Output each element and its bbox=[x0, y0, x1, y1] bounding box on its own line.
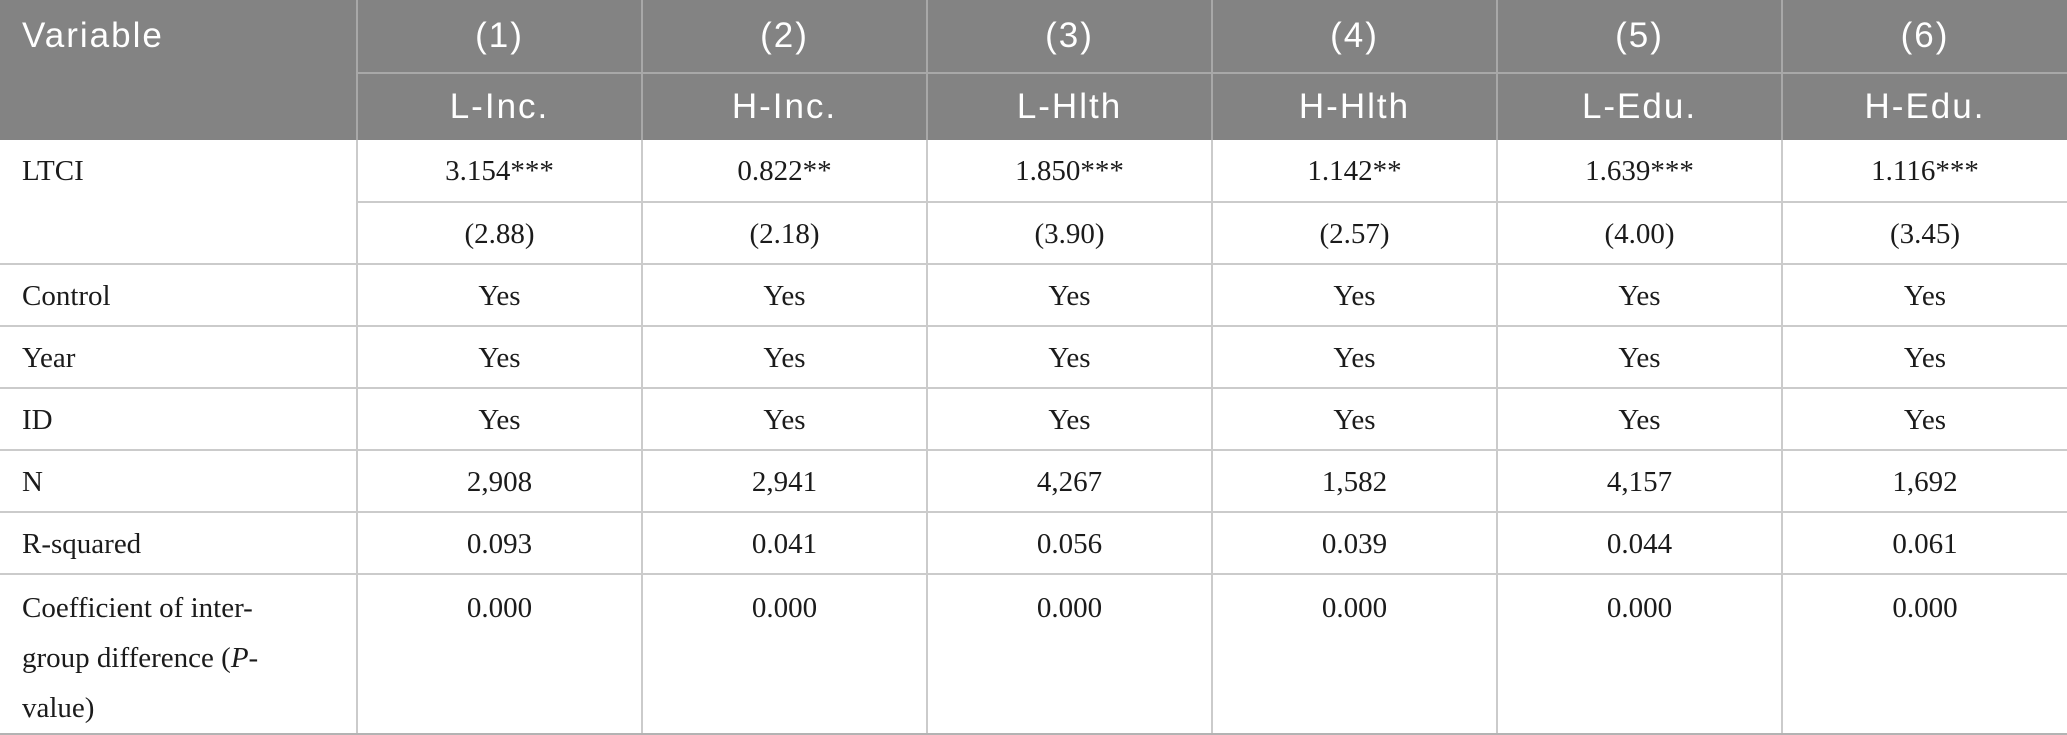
cell-ltci-coef-6: 1.116*** bbox=[1781, 140, 2067, 202]
cell-year-6: Yes bbox=[1781, 325, 2067, 388]
column-header-group-h-edu: H-Edu. bbox=[1781, 73, 2067, 140]
row-r-squared: R-squared 0.093 0.041 0.056 0.039 0.044 … bbox=[0, 511, 2067, 574]
column-header-group-h-hlth: H-Hlth bbox=[1211, 73, 1497, 140]
column-header-group-l-hlth: L-Hlth bbox=[926, 73, 1212, 140]
table-header: Variable (1) (2) (3) (4) (5) (6) L-Inc. … bbox=[0, 0, 2067, 140]
intergroup-label-italic-p: P bbox=[230, 642, 249, 674]
cell-rsq-1: 0.093 bbox=[356, 511, 642, 574]
row-intergroup-difference: Coefficient of inter-group difference (P… bbox=[0, 573, 2067, 735]
cell-ltci-tstat-4: (2.57) bbox=[1211, 201, 1497, 264]
column-header-variable: Variable bbox=[0, 0, 357, 140]
row-n: N 2,908 2,941 4,267 1,582 4,157 1,692 bbox=[0, 449, 2067, 512]
cell-n-1: 2,908 bbox=[356, 449, 642, 512]
cell-n-6: 1,692 bbox=[1781, 449, 2067, 512]
column-header-group-l-inc: L-Inc. bbox=[356, 73, 642, 140]
cell-control-5: Yes bbox=[1496, 263, 1782, 326]
cell-rsq-6: 0.061 bbox=[1781, 511, 2067, 574]
cell-intergroup-4: 0.000 bbox=[1211, 573, 1497, 735]
table-body: LTCI 3.154*** 0.822** 1.850*** 1.142** 1… bbox=[0, 140, 2067, 735]
intergroup-label-text-end: -value) bbox=[22, 642, 259, 724]
cell-ltci-coef-5: 1.639*** bbox=[1496, 140, 1782, 202]
cell-ltci-tstat-1: (2.88) bbox=[356, 201, 642, 264]
cell-n-3: 4,267 bbox=[926, 449, 1212, 512]
cell-year-5: Yes bbox=[1496, 325, 1782, 388]
cell-ltci-tstat-5: (4.00) bbox=[1496, 201, 1782, 264]
row-year: Year Yes Yes Yes Yes Yes Yes bbox=[0, 325, 2067, 388]
cell-control-6: Yes bbox=[1781, 263, 2067, 326]
row-label-id: ID bbox=[0, 387, 357, 450]
cell-control-4: Yes bbox=[1211, 263, 1497, 326]
cell-rsq-5: 0.044 bbox=[1496, 511, 1782, 574]
cell-ltci-tstat-3: (3.90) bbox=[926, 201, 1212, 264]
cell-control-2: Yes bbox=[641, 263, 927, 326]
cell-intergroup-1: 0.000 bbox=[356, 573, 642, 735]
column-header-model-6: (6) bbox=[1781, 0, 2067, 74]
header-row-model-numbers: Variable (1) (2) (3) (4) (5) (6) bbox=[0, 0, 2067, 140]
cell-ltci-coef-2: 0.822** bbox=[641, 140, 927, 202]
row-ltci-tstats: (2.88) (2.18) (3.90) (2.57) (4.00) (3.45… bbox=[0, 201, 2067, 264]
cell-intergroup-3: 0.000 bbox=[926, 573, 1212, 735]
header-row-group-labels: L-Inc. H-Inc. L-Hlth H-Hlth L-Edu. H-Edu… bbox=[0, 73, 2067, 140]
row-label-intergroup-difference: Coefficient of inter-group difference (P… bbox=[0, 573, 357, 735]
cell-intergroup-5: 0.000 bbox=[1496, 573, 1782, 735]
column-header-model-2: (2) bbox=[641, 0, 927, 74]
column-header-group-l-edu: L-Edu. bbox=[1496, 73, 1782, 140]
cell-ltci-tstat-6: (3.45) bbox=[1781, 201, 2067, 264]
cell-n-2: 2,941 bbox=[641, 449, 927, 512]
cell-ltci-coef-3: 1.850*** bbox=[926, 140, 1212, 202]
row-label-ltci: LTCI bbox=[22, 155, 84, 187]
column-header-model-1: (1) bbox=[356, 0, 642, 74]
row-id: ID Yes Yes Yes Yes Yes Yes bbox=[0, 387, 2067, 450]
cell-year-2: Yes bbox=[641, 325, 927, 388]
cell-id-2: Yes bbox=[641, 387, 927, 450]
row-control: Control Yes Yes Yes Yes Yes Yes bbox=[0, 263, 2067, 326]
cell-id-6: Yes bbox=[1781, 387, 2067, 450]
cell-n-4: 1,582 bbox=[1211, 449, 1497, 512]
cell-rsq-3: 0.056 bbox=[926, 511, 1212, 574]
cell-id-1: Yes bbox=[356, 387, 642, 450]
cell-control-3: Yes bbox=[926, 263, 1212, 326]
cell-year-3: Yes bbox=[926, 325, 1212, 388]
cell-ltci-coef-1: 3.154*** bbox=[356, 140, 642, 202]
column-header-model-5: (5) bbox=[1496, 0, 1782, 74]
row-label-r-squared: R-squared bbox=[0, 511, 357, 574]
column-header-model-4: (4) bbox=[1211, 0, 1497, 74]
cell-year-4: Yes bbox=[1211, 325, 1497, 388]
row-label-control: Control bbox=[0, 263, 357, 326]
cell-ltci-coef-4: 1.142** bbox=[1211, 140, 1497, 202]
row-ltci-coefficients: LTCI 3.154*** 0.822** 1.850*** 1.142** 1… bbox=[0, 140, 2067, 202]
column-header-model-3: (3) bbox=[926, 0, 1212, 74]
cell-n-5: 4,157 bbox=[1496, 449, 1782, 512]
cell-id-3: Yes bbox=[926, 387, 1212, 450]
cell-id-4: Yes bbox=[1211, 387, 1497, 450]
cell-id-5: Yes bbox=[1496, 387, 1782, 450]
cell-year-1: Yes bbox=[356, 325, 642, 388]
cell-intergroup-6: 0.000 bbox=[1781, 573, 2067, 735]
intergroup-label-text: Coefficient of inter-group difference ( bbox=[22, 592, 253, 674]
row-label-n: N bbox=[0, 449, 357, 512]
cell-intergroup-2: 0.000 bbox=[641, 573, 927, 735]
cell-ltci-tstat-2: (2.18) bbox=[641, 201, 927, 264]
column-header-group-h-inc: H-Inc. bbox=[641, 73, 927, 140]
row-label-year: Year bbox=[0, 325, 357, 388]
cell-rsq-4: 0.039 bbox=[1211, 511, 1497, 574]
cell-control-1: Yes bbox=[356, 263, 642, 326]
cell-rsq-2: 0.041 bbox=[641, 511, 927, 574]
